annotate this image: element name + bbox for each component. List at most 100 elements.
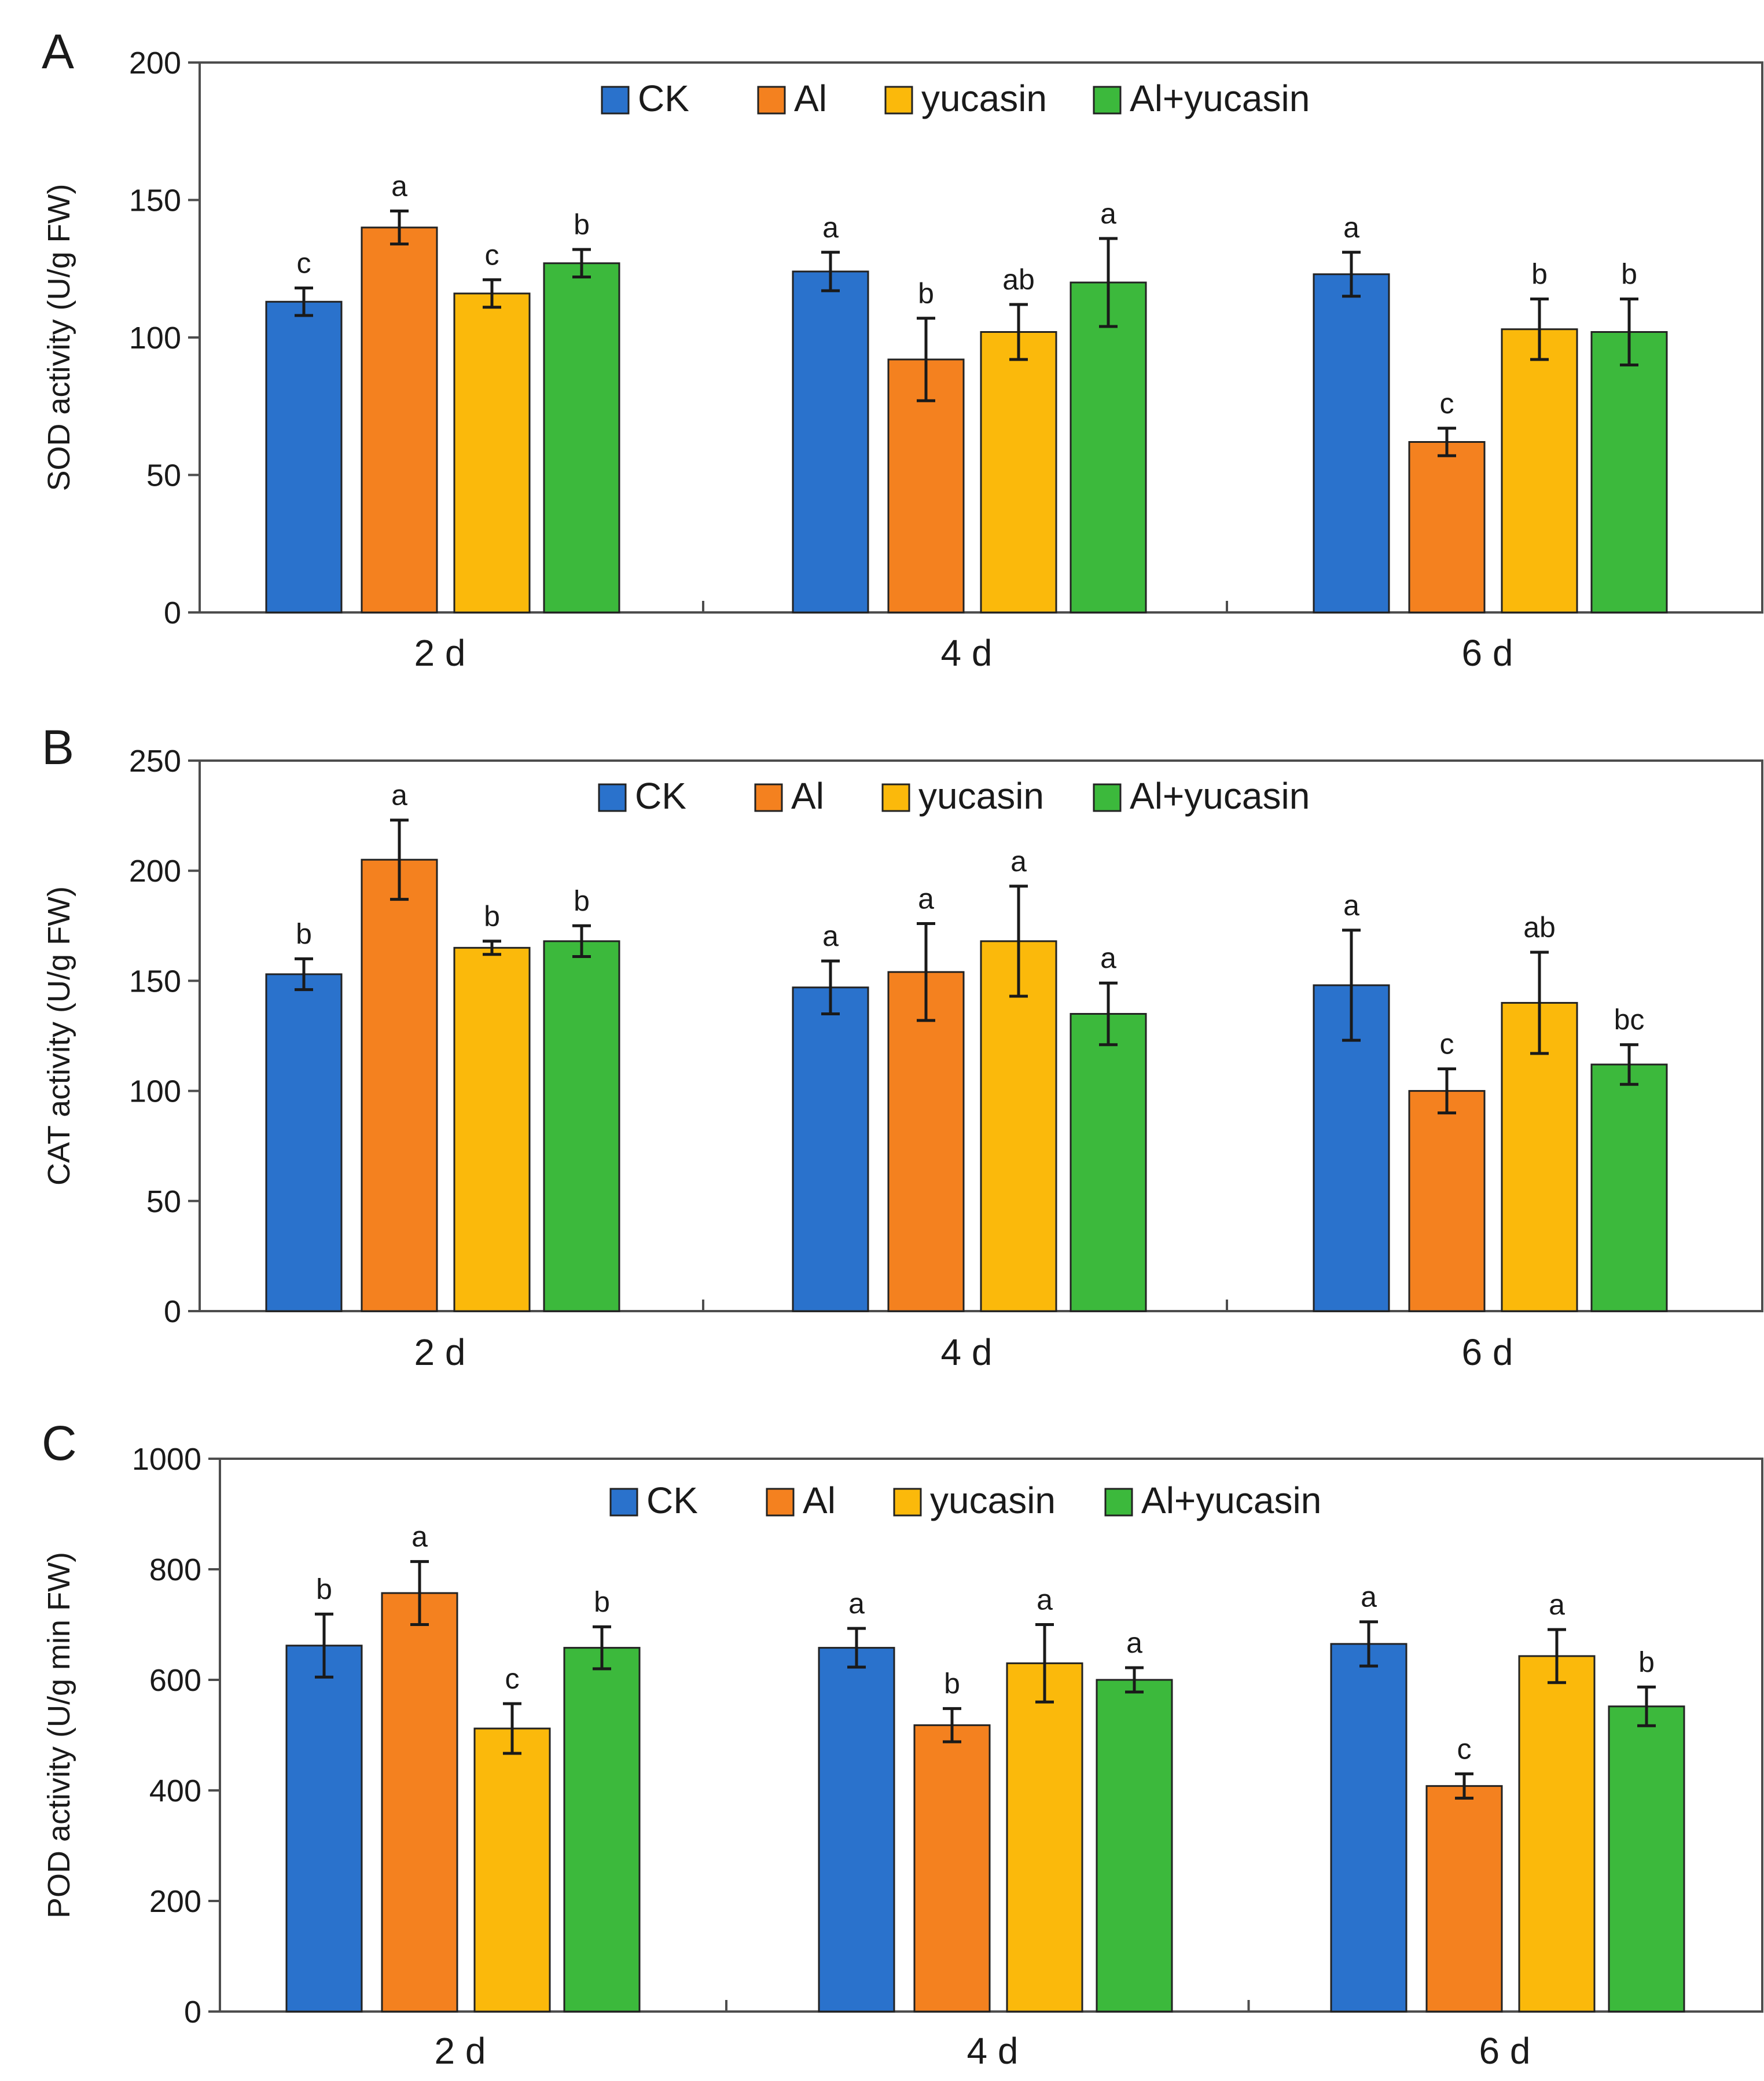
panel-a-bar: [980, 331, 1057, 614]
panel-c-bar: [1608, 1705, 1685, 2013]
panel-a-bar: [453, 292, 531, 614]
panel-b-legend-label: Al+yucasin: [1130, 775, 1310, 817]
panel-a-significance-label: c: [297, 247, 311, 280]
panel-c-y-axis-label: POD activity (U/g min FW): [42, 1552, 76, 1918]
panel-a-legend-label: yucasin: [921, 78, 1047, 119]
panel-a-category-label: 6 d: [1462, 632, 1513, 674]
panel-a-significance-label: a: [1100, 197, 1116, 230]
panel-b-legend-swatch: [881, 783, 910, 812]
panel-b-category-label: 6 d: [1462, 1331, 1513, 1373]
panel-b-letter: B: [42, 720, 74, 775]
panel-c-category-label: 2 d: [435, 2030, 486, 2072]
panel-b-y-tick-label: 0: [164, 1294, 181, 1329]
panel-b-y-tick-label: 200: [129, 854, 181, 889]
panel-a-category-label: 2 d: [414, 632, 466, 674]
panel-c-y-tick-label: 1000: [132, 1442, 201, 1477]
panel-a-y-axis-label: SOD activity (U/g FW): [42, 183, 76, 491]
panel-c-legend-swatch: [893, 1488, 922, 1517]
panel-c-plot-frame: [219, 1458, 1763, 2013]
panel-c-bar: [285, 1645, 363, 2013]
panel-a-letter: A: [42, 24, 74, 79]
panel-b-bar: [980, 940, 1057, 1312]
panel-b-significance-label: b: [296, 917, 312, 950]
panel-b-significance-label: ab: [1523, 911, 1556, 944]
panel-c-bar: [1425, 1785, 1503, 2013]
panel-a-bar: [1070, 281, 1147, 614]
panel-c-significance-label: a: [848, 1587, 865, 1620]
panel-c-significance-label: b: [1638, 1646, 1655, 1678]
panel-c-bar: [473, 1727, 551, 2013]
panel-a-bar: [543, 262, 620, 614]
panel-b-bar: [1590, 1063, 1668, 1312]
panel-c-significance-label: a: [1126, 1627, 1142, 1659]
panel-c-legend-label: yucasin: [930, 1480, 1056, 1521]
panel-c-significance-label: b: [594, 1585, 610, 1618]
panel-b-bar: [543, 940, 620, 1312]
panel-c-significance-label: c: [505, 1662, 520, 1695]
panel-a-legend-label: CK: [638, 78, 689, 119]
panel-b-legend-label: yucasin: [918, 775, 1044, 817]
panel-c-bar: [818, 1647, 895, 2013]
panel-a-significance-label: a: [822, 211, 839, 244]
panel-b-legend-swatch: [754, 783, 783, 812]
panel-c-y-tick-label: 400: [149, 1774, 201, 1808]
panel-b-significance-label: bc: [1614, 1004, 1645, 1036]
panel-a-category-label: 4 d: [941, 632, 993, 674]
panel-c-significance-label: b: [316, 1573, 332, 1605]
panel-a-legend-swatch: [601, 86, 630, 115]
panel-b-legend-label: Al: [791, 775, 824, 817]
panel-a-significance-label: ab: [1002, 263, 1035, 296]
panel-c-legend-label: Al+yucasin: [1141, 1480, 1321, 1521]
panel-a-significance-label: b: [1531, 258, 1548, 291]
panel-a-bar: [361, 226, 438, 614]
panel-b-legend-swatch: [1093, 783, 1122, 812]
panel-b-significance-label: b: [574, 884, 590, 917]
panel-a-significance-label: c: [485, 238, 499, 271]
panel-c-legend-swatch: [766, 1488, 795, 1517]
panel-a-significance-label: b: [918, 277, 934, 310]
panel-a-bar: [1590, 331, 1668, 614]
panel-b-bar: [1408, 1090, 1486, 1312]
panel-b-y-tick-label: 100: [129, 1074, 181, 1109]
panel-c-y-tick-label: 800: [149, 1553, 201, 1587]
panel-c-significance-label: b: [944, 1668, 960, 1700]
panel-b-significance-label: a: [1010, 845, 1027, 878]
panel-c-bar: [1518, 1655, 1596, 2013]
panel-a-bar: [265, 300, 343, 614]
panel-a-legend-swatch: [1093, 86, 1122, 115]
panel-c-legend-label: Al: [803, 1480, 836, 1521]
panel-a-y-tick-label: 50: [146, 458, 181, 493]
panel-c-letter: C: [42, 1416, 77, 1470]
panel-b-bar: [792, 986, 869, 1312]
panel-a-y-tick-label: 0: [164, 596, 181, 630]
panel-b-significance-label: a: [1343, 889, 1359, 922]
panel-a-bar: [1501, 328, 1578, 614]
panel-a-legend-label: Al: [794, 78, 827, 119]
panel-a-bar: [792, 270, 869, 614]
panel-c-legend-label: CK: [646, 1480, 698, 1521]
panel-a-significance-label: c: [1440, 387, 1454, 420]
panel-c-bar: [381, 1592, 458, 2013]
panel-c-y-tick-label: 0: [184, 1995, 201, 2029]
panel-a-legend-swatch: [757, 86, 786, 115]
panel-a-significance-label: a: [1343, 211, 1359, 244]
panel-c-significance-label: a: [1037, 1584, 1053, 1616]
panel-a-legend-label: Al+yucasin: [1130, 78, 1310, 119]
panel-b-bar: [265, 973, 343, 1312]
panel-b-y-tick-label: 50: [146, 1184, 181, 1219]
panel-c-category-label: 4 d: [967, 2030, 1019, 2072]
panel-b-legend-swatch: [598, 783, 627, 812]
panel-b-significance-label: a: [822, 920, 839, 952]
panel-a-significance-label: b: [574, 208, 590, 241]
panel-c-bar: [563, 1647, 641, 2013]
panel-c-bar: [1006, 1662, 1083, 2013]
panel-c-y-tick-label: 200: [149, 1884, 201, 1919]
panel-b-significance-label: c: [1440, 1028, 1454, 1060]
panel-c-significance-label: a: [1361, 1581, 1377, 1613]
panel-a-y-tick-label: 100: [129, 321, 181, 355]
panel-a-y-tick-label: 200: [129, 46, 181, 80]
panel-b-category-label: 2 d: [414, 1331, 466, 1373]
panel-c-significance-label: a: [411, 1521, 428, 1553]
